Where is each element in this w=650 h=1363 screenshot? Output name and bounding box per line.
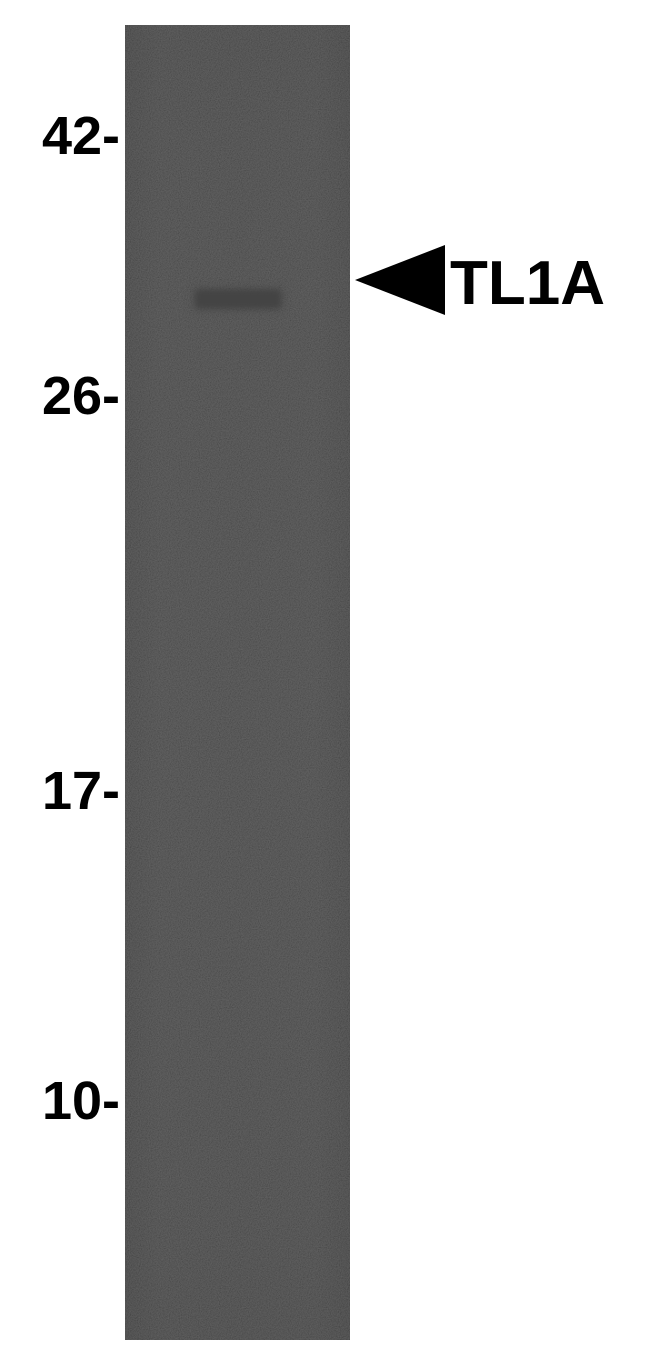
protein-band [195, 290, 280, 308]
marker-label-42: 42- [5, 105, 120, 167]
protein-label-text: TL1A [450, 248, 605, 319]
protein-label-arrow [355, 245, 445, 315]
marker-label-10: 10- [5, 1070, 120, 1132]
blot-lane-background [125, 25, 350, 1340]
marker-label-26: 26- [5, 365, 120, 427]
marker-label-17: 17- [5, 760, 120, 822]
western-blot-lane [125, 25, 350, 1340]
blot-texture [125, 25, 350, 1340]
